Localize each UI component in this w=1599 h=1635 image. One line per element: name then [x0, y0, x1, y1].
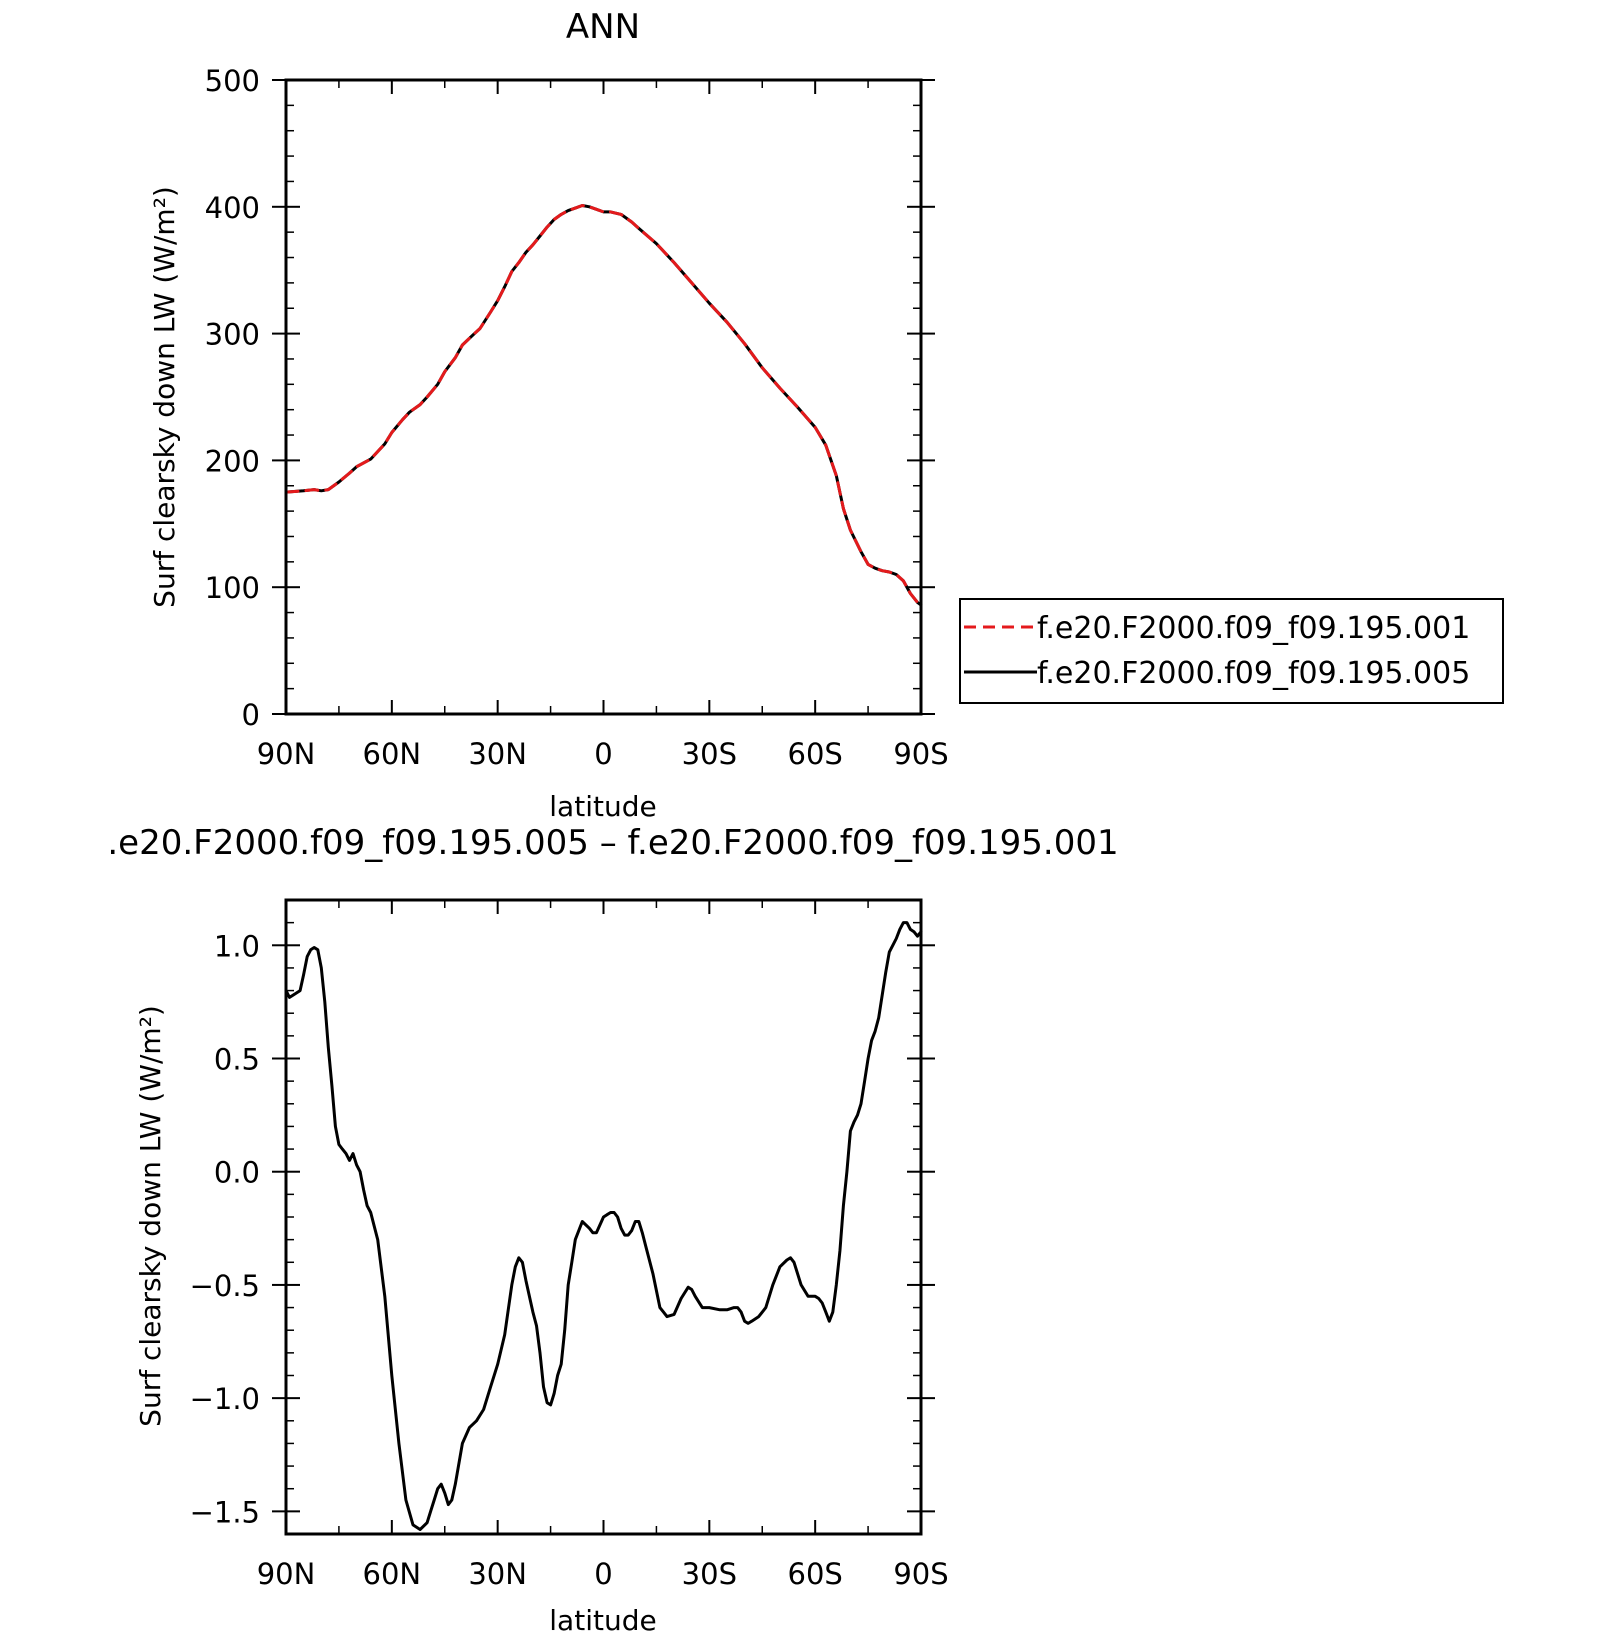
- x-tick-label: 90S: [893, 737, 948, 771]
- y-tick-label: 0.5: [214, 1043, 260, 1077]
- x-tick-label: 60N: [363, 737, 422, 771]
- legend-box: [959, 598, 1504, 704]
- x-tick-label: 90S: [893, 1557, 948, 1591]
- series-line-difference: [284, 921, 923, 1531]
- y-tick-label: −1.0: [190, 1382, 260, 1416]
- series-line-f-e20-F2000-f09_f09-195-001: [284, 204, 923, 607]
- y-tick-label: 100: [205, 571, 260, 605]
- bottom-x-tick-labels: 90N 60N 30N 0 30S 60S 90S: [257, 1557, 949, 1591]
- top-y-tick-labels: 0 100 200 300 400 500: [205, 64, 260, 732]
- top-ticks: [272, 79, 935, 715]
- y-tick-label: −1.5: [190, 1495, 260, 1529]
- top-chart-title: ANN: [566, 7, 640, 47]
- y-tick-label: 0.0: [214, 1156, 260, 1190]
- top-series-lines: [284, 204, 923, 607]
- x-tick-label: 60S: [788, 1557, 843, 1591]
- top-y-axis-label: Surf clearsky down LW (W/m²): [148, 186, 181, 608]
- bottom-chart-title: .e20.F2000.f09_f09.195.005 – f.e20.F2000…: [107, 823, 1118, 863]
- y-tick-label: 0: [242, 698, 260, 732]
- y-tick-label: 1.0: [214, 929, 260, 963]
- y-tick-label: 200: [205, 444, 260, 478]
- x-tick-label: 60N: [363, 1557, 422, 1591]
- x-tick-label: 0: [594, 1557, 612, 1591]
- bottom-series-lines: [284, 921, 923, 1531]
- y-tick-label: 400: [205, 191, 260, 225]
- y-tick-label: −0.5: [190, 1269, 260, 1303]
- top-x-axis-label: latitude: [549, 790, 656, 823]
- bottom-chart: .e20.F2000.f09_f09.195.005 – f.e20.F2000…: [107, 823, 1118, 1635]
- bottom-y-axis-label: Surf clearsky down LW (W/m²): [134, 1005, 167, 1427]
- bottom-x-axis-label: latitude: [549, 1604, 656, 1635]
- x-tick-label: 30N: [468, 737, 527, 771]
- series-line-f-e20-F2000-f09_f09-195-005: [284, 204, 923, 607]
- y-tick-label: 500: [205, 64, 260, 98]
- bottom-y-tick-labels: 1.0 0.5 0.0 −0.5 −1.0 −1.5: [190, 929, 260, 1529]
- legend-label-005: f.e20.F2000.f09_f09.195.005: [1037, 656, 1470, 691]
- legend-label-001: f.e20.F2000.f09_f09.195.001: [1037, 611, 1470, 646]
- top-x-tick-labels: 90N 60N 30N 0 30S 60S 90S: [257, 737, 949, 771]
- x-tick-label: 30S: [682, 1557, 737, 1591]
- x-tick-label: 30S: [682, 737, 737, 771]
- x-tick-label: 30N: [468, 1557, 527, 1591]
- x-tick-label: 60S: [788, 737, 843, 771]
- bottom-plot-frame: [284, 898, 923, 1536]
- legend: f.e20.F2000.f09_f09.195.001 f.e20.F2000.…: [959, 598, 1504, 704]
- y-tick-label: 300: [205, 318, 260, 352]
- x-tick-label: 90N: [257, 737, 316, 771]
- top-chart: ANN 0 100 200 300 400 500 90N 60N 30N 0 30S 60S 90S…: [148, 7, 1504, 823]
- x-tick-label: 0: [594, 737, 612, 771]
- top-plot-frame: [284, 78, 923, 716]
- x-tick-label: 90N: [257, 1557, 316, 1591]
